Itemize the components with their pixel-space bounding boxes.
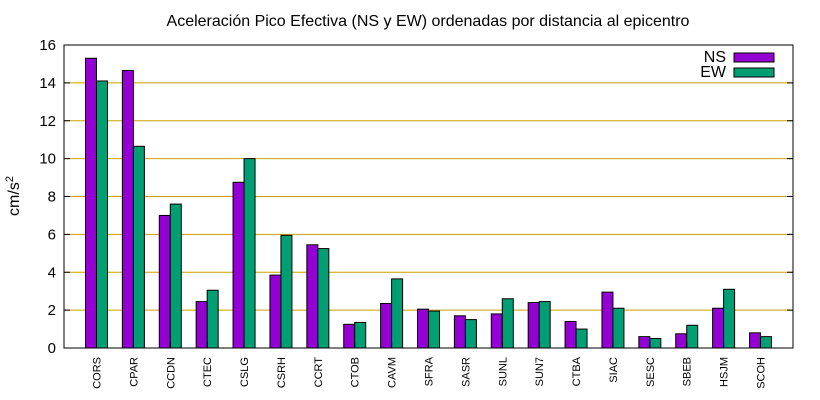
- legend-label-ns: NS: [704, 49, 726, 66]
- x-tick-label: SUNL: [497, 357, 509, 386]
- bar-ns-cavm: [380, 302, 393, 349]
- x-tick-label: CCDN: [165, 357, 177, 389]
- x-tick-label: SASR: [460, 357, 472, 387]
- x-tick-label: SFRA: [424, 356, 436, 386]
- bar-ns-ctec: [195, 301, 208, 349]
- bar-ew-cpar: [132, 145, 145, 349]
- legend-swatch-ew: [733, 67, 775, 78]
- y-tick-label: 12: [39, 113, 56, 130]
- y-tick-label: 0: [48, 340, 56, 357]
- bar-ns-hsjm: [712, 307, 725, 349]
- bar-ns-ctob: [343, 323, 356, 349]
- y-tick-label: 4: [48, 264, 56, 281]
- y-tick-label: 2: [48, 302, 56, 319]
- x-tick-label: SIAC: [608, 357, 620, 383]
- x-tick-label: CCRT: [313, 357, 325, 388]
- y-axis-unit: cm/s: [6, 182, 23, 216]
- bar-ns-siac: [601, 291, 614, 349]
- bar-ns-sun7: [527, 302, 540, 349]
- x-tick-label: CORS: [92, 357, 104, 389]
- x-tick-label: SUN7: [534, 357, 546, 386]
- x-tick-label: CSRH: [276, 357, 288, 388]
- y-tick-label: 10: [39, 151, 56, 168]
- bar-ns-cpar: [121, 70, 134, 349]
- legend-swatch-ns: [733, 52, 775, 63]
- bar-ns-cslg: [232, 181, 245, 349]
- bar-ew-cors: [96, 80, 108, 349]
- bar-ns-sunl: [490, 313, 503, 349]
- bar-ns-csrh: [269, 274, 282, 349]
- x-axis-labels: CORS CPAR CCDN CTEC CSLG CSRH CCRT CTOB CAVM SFRA…: [92, 342, 768, 389]
- bar-ns-ccdn: [158, 214, 171, 349]
- y-tick-label: 16: [39, 37, 56, 54]
- bar-ns-sasr: [453, 315, 466, 349]
- bar-ns-sfra: [417, 308, 429, 349]
- x-tick-label: HSJM: [719, 357, 731, 387]
- y-axis-ticks: 0 2 4 6 8 10 12 14 16: [39, 37, 793, 357]
- y-tick-label: 6: [48, 226, 56, 243]
- bar-ew-hsjm: [723, 288, 736, 349]
- bar-ew-ctba: [575, 328, 588, 349]
- bar-ns-scoh: [749, 332, 761, 349]
- y-axis-unit-superscript: 2: [4, 176, 16, 182]
- bar-ns-sesc: [638, 336, 651, 349]
- bar-ew-scoh: [760, 336, 772, 349]
- bar-ew-sasr: [464, 319, 477, 349]
- bar-ns-sbeb: [675, 333, 688, 349]
- grid-lines: [64, 82, 793, 311]
- bar-ew-sesc: [649, 338, 662, 349]
- bar-ew-sbeb: [686, 324, 699, 349]
- bar-ew-cavm: [391, 278, 404, 349]
- bar-ew-ctec: [206, 289, 219, 349]
- bar-ns-ctba: [564, 320, 577, 349]
- legend-label-ew: EW: [700, 64, 727, 81]
- y-tick-label: 8: [48, 189, 56, 206]
- bar-ew-siac: [612, 307, 625, 349]
- bars: [85, 57, 772, 349]
- bar-ns-cors: [85, 57, 97, 349]
- x-tick-label: SCOH: [756, 357, 768, 389]
- bar-ew-sfra: [428, 310, 440, 349]
- x-tick-label: SESC: [645, 357, 657, 387]
- bar-ew-ctob: [354, 321, 367, 349]
- x-tick-label: CTEC: [202, 357, 214, 387]
- bar-ns-ccrt: [306, 244, 319, 349]
- bar-ew-csrh: [280, 234, 293, 349]
- bar-ew-sunl: [501, 298, 514, 349]
- x-tick-label: SBEB: [682, 357, 694, 386]
- y-axis-label: cm/s2: [4, 176, 23, 216]
- x-tick-label: CTOB: [350, 357, 362, 387]
- bar-ew-ccdn: [169, 203, 182, 349]
- x-tick-label: CTBA: [571, 356, 583, 386]
- bar-ew-cslg: [243, 158, 256, 349]
- x-tick-label: CSLG: [239, 357, 251, 387]
- bar-ew-sun7: [538, 301, 551, 349]
- x-tick-label: CAVM: [387, 357, 399, 388]
- chart-title: Aceleración Pico Efectiva (NS y EW) orde…: [167, 13, 690, 30]
- y-tick-label: 14: [39, 75, 56, 92]
- bar-ew-ccrt: [317, 248, 330, 349]
- x-tick-label: CPAR: [128, 357, 140, 387]
